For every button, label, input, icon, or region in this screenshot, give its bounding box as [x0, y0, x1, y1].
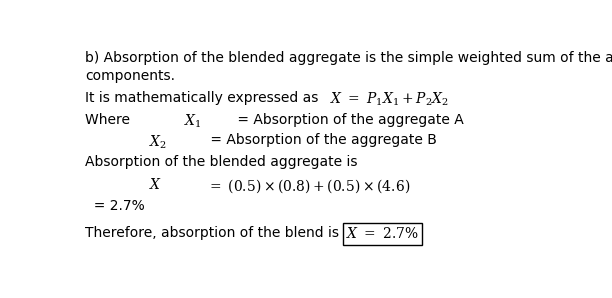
Text: = Absorption of the aggregate A: = Absorption of the aggregate A [233, 113, 463, 127]
Text: Therefore, absorption of the blend is: Therefore, absorption of the blend is [85, 226, 348, 240]
Text: Where: Where [85, 113, 139, 127]
Text: = 2.7%: = 2.7% [85, 199, 145, 213]
Text: components.: components. [85, 69, 175, 83]
Text: It is mathematically expressed as: It is mathematically expressed as [85, 91, 327, 105]
Text: $X \ = \ P_1X_1 + P_2X_2$: $X \ = \ P_1X_1 + P_2X_2$ [330, 91, 449, 108]
Text: $= \ (0.5)\times(0.8) + (0.5)\times(4.6)$: $= \ (0.5)\times(0.8) + (0.5)\times(4.6)… [203, 177, 411, 195]
Text: $X \ = \ 2.7\%$: $X \ = \ 2.7\%$ [346, 226, 419, 241]
Text: $X_2$: $X_2$ [149, 133, 167, 151]
Text: Absorption of the blended aggregate is: Absorption of the blended aggregate is [85, 155, 357, 169]
Text: = Absorption of the aggregate B: = Absorption of the aggregate B [206, 133, 437, 147]
Text: $X_1$: $X_1$ [184, 113, 202, 130]
Text: b) Absorption of the blended aggregate is the simple weighted sum of the absorpt: b) Absorption of the blended aggregate i… [85, 51, 612, 65]
Text: $X$: $X$ [149, 177, 162, 192]
